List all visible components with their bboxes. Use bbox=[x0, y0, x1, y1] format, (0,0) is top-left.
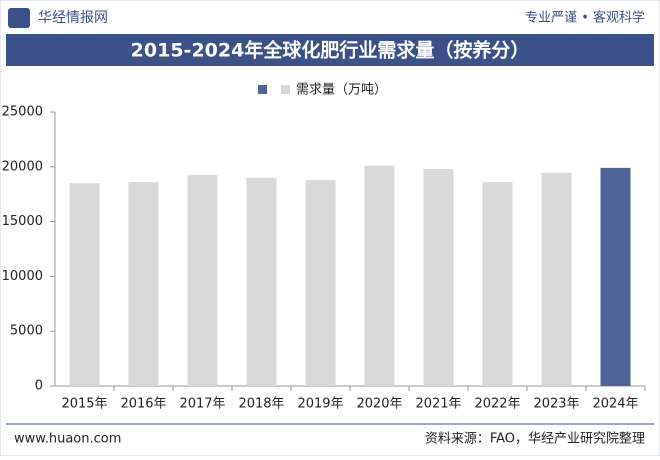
x-tick-label: 2017年 bbox=[179, 397, 225, 412]
x-tick-label: 2019年 bbox=[297, 397, 343, 412]
x-tick-label: 2021年 bbox=[415, 397, 461, 412]
bar bbox=[246, 177, 277, 386]
title-banner bbox=[6, 34, 654, 66]
bar bbox=[128, 182, 159, 386]
logo-text: 华经情报网 bbox=[38, 10, 108, 26]
bar bbox=[69, 183, 100, 386]
bar bbox=[482, 182, 513, 386]
x-tick-label: 2020年 bbox=[356, 397, 402, 412]
bar bbox=[305, 179, 336, 386]
x-tick-label: 2015年 bbox=[61, 397, 107, 412]
y-tick-label: 5000 bbox=[10, 324, 43, 339]
legend-swatch bbox=[281, 85, 290, 94]
legend-swatch bbox=[258, 85, 267, 94]
x-tick-label: 2018年 bbox=[238, 397, 284, 412]
y-tick-label: 25000 bbox=[2, 105, 43, 120]
x-tick-label: 2024年 bbox=[592, 397, 638, 412]
y-tick-label: 10000 bbox=[2, 269, 43, 284]
bar bbox=[364, 165, 395, 386]
x-tick-label: 2016年 bbox=[120, 397, 166, 412]
x-tick-label: 2022年 bbox=[474, 397, 520, 412]
y-tick-label: 20000 bbox=[2, 159, 43, 174]
footer-source: 资料来源：FAO，华经产业研究院整理 bbox=[425, 432, 645, 447]
bar bbox=[423, 168, 454, 386]
bar bbox=[600, 167, 631, 386]
legend-label: 需求量（万吨） bbox=[296, 83, 387, 98]
chart-title: 2015-2024年全球化肥行业需求量（按养分） bbox=[131, 39, 530, 62]
y-tick-label: 0 bbox=[35, 379, 43, 394]
logo-icon bbox=[8, 8, 30, 28]
slogan: 专业严谨 • 客观科学 bbox=[525, 10, 645, 26]
bar bbox=[187, 175, 218, 386]
bar bbox=[541, 172, 572, 386]
x-tick-label: 2023年 bbox=[533, 397, 579, 412]
y-tick-label: 15000 bbox=[2, 214, 43, 229]
footer-site: www.huaon.com bbox=[14, 432, 121, 447]
